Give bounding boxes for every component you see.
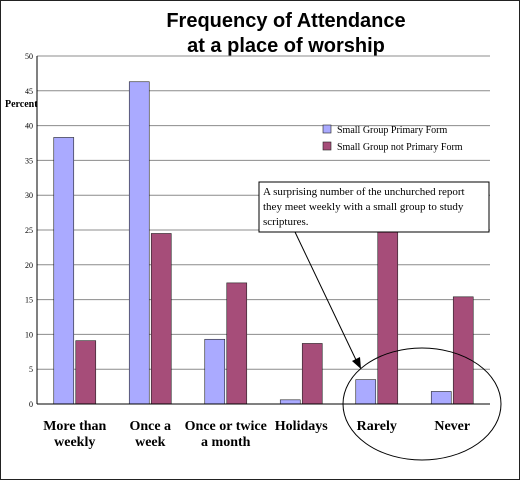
- bar: [430, 391, 452, 405]
- bar: [377, 230, 399, 405]
- legend: Small Group Primary Form Small Group not …: [322, 124, 463, 153]
- x-category-label: Once or twice a month: [185, 419, 267, 450]
- annotation-box: [258, 181, 490, 233]
- y-tick-label: 5: [29, 365, 33, 374]
- annotation-text: scriptures.: [263, 216, 309, 228]
- bar: [226, 282, 248, 405]
- axes: 0 5 10 15 20 25 30 35 40 45 50 More than weekly Once …: [25, 52, 490, 450]
- bar: [128, 81, 150, 405]
- bar: [53, 137, 75, 405]
- x-category-label: Rarely: [357, 419, 397, 434]
- y-tick-label: 15: [25, 296, 33, 305]
- highlight-ellipse: [342, 347, 502, 461]
- chart-title-line-1: Frequency of Attendance: [166, 10, 405, 32]
- annotation-arrowhead: [352, 357, 361, 369]
- bar: [452, 296, 474, 405]
- legend-label: Small Group Primary Form: [337, 125, 447, 136]
- y-tick-label: 45: [25, 87, 33, 96]
- bar: [204, 338, 226, 405]
- bar: [355, 379, 377, 405]
- y-tick-label: 20: [25, 261, 33, 270]
- y-tick-label: 25: [25, 226, 33, 235]
- y-tick-label: 35: [25, 156, 33, 165]
- annotation: A surprising number of the unchurched re…: [258, 181, 502, 461]
- legend-swatch: [322, 124, 332, 134]
- y-tick-label: 40: [25, 122, 33, 131]
- annotation-text: they meet weekly with a small group to s…: [263, 201, 464, 213]
- y-axis-label: Percent: [5, 99, 38, 110]
- annotation-arrow: [294, 231, 358, 363]
- bar: [301, 343, 323, 405]
- chart-title-line-2: at a place of worship: [187, 35, 385, 57]
- y-tick-label: 10: [25, 330, 33, 339]
- y-tick-label: 30: [25, 191, 33, 200]
- legend-swatch: [322, 141, 332, 151]
- bar: [75, 340, 97, 405]
- x-category-label: Once a week: [129, 419, 171, 450]
- annotation-text: A surprising number of the unchurched re…: [263, 186, 465, 198]
- x-category-label: More than weekly: [43, 419, 106, 450]
- x-category-label: Never: [434, 419, 470, 434]
- y-tick-label: 0: [29, 400, 33, 409]
- bar: [150, 233, 172, 405]
- bar: [279, 399, 301, 405]
- bars: [53, 81, 474, 405]
- legend-label: Small Group not Primary Form: [337, 142, 463, 153]
- x-category-label: Holidays: [275, 419, 328, 434]
- y-tick-label: 50: [25, 52, 33, 61]
